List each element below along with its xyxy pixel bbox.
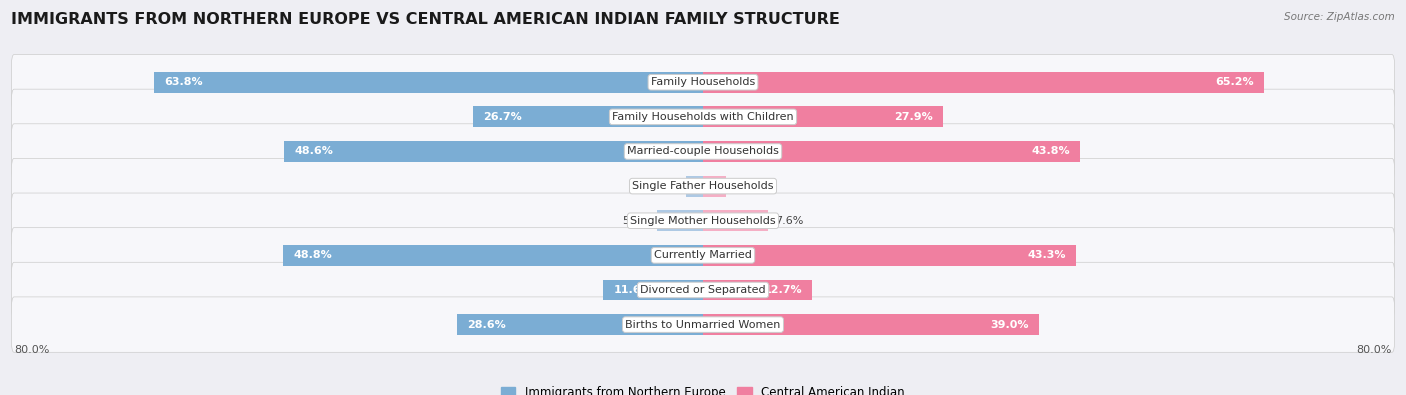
Text: 2.7%: 2.7% — [733, 181, 762, 191]
Bar — [703, 314, 1039, 335]
Bar — [153, 72, 703, 93]
FancyBboxPatch shape — [11, 193, 1395, 248]
FancyBboxPatch shape — [11, 228, 1395, 283]
Bar — [658, 211, 703, 231]
Text: 80.0%: 80.0% — [14, 345, 49, 356]
Text: Divorced or Separated: Divorced or Separated — [640, 285, 766, 295]
Bar — [283, 245, 703, 266]
Text: Single Father Households: Single Father Households — [633, 181, 773, 191]
Text: 12.7%: 12.7% — [763, 285, 801, 295]
Text: 48.6%: 48.6% — [295, 147, 333, 156]
Bar — [686, 176, 703, 196]
Bar — [703, 176, 727, 196]
FancyBboxPatch shape — [11, 89, 1395, 145]
Text: 28.6%: 28.6% — [467, 320, 506, 329]
Bar — [703, 211, 769, 231]
Text: IMMIGRANTS FROM NORTHERN EUROPE VS CENTRAL AMERICAN INDIAN FAMILY STRUCTURE: IMMIGRANTS FROM NORTHERN EUROPE VS CENTR… — [11, 12, 841, 27]
FancyBboxPatch shape — [11, 297, 1395, 352]
Bar — [703, 72, 1264, 93]
Bar — [472, 107, 703, 127]
Text: 63.8%: 63.8% — [165, 77, 202, 87]
Text: 26.7%: 26.7% — [484, 112, 522, 122]
Text: 7.6%: 7.6% — [775, 216, 804, 226]
Bar — [703, 280, 813, 300]
Text: Source: ZipAtlas.com: Source: ZipAtlas.com — [1284, 12, 1395, 22]
Bar — [284, 141, 703, 162]
Text: Births to Unmarried Women: Births to Unmarried Women — [626, 320, 780, 329]
FancyBboxPatch shape — [11, 262, 1395, 318]
Text: Married-couple Households: Married-couple Households — [627, 147, 779, 156]
Bar — [457, 314, 703, 335]
Text: Family Households with Children: Family Households with Children — [612, 112, 794, 122]
Legend: Immigrants from Northern Europe, Central American Indian: Immigrants from Northern Europe, Central… — [502, 386, 904, 395]
Bar — [703, 141, 1080, 162]
Text: Family Households: Family Households — [651, 77, 755, 87]
Bar — [603, 280, 703, 300]
Text: 65.2%: 65.2% — [1216, 77, 1254, 87]
FancyBboxPatch shape — [11, 124, 1395, 179]
Bar — [703, 107, 943, 127]
FancyBboxPatch shape — [11, 158, 1395, 214]
Text: 39.0%: 39.0% — [990, 320, 1029, 329]
Text: 5.3%: 5.3% — [623, 216, 651, 226]
Text: 27.9%: 27.9% — [894, 112, 934, 122]
Text: Single Mother Households: Single Mother Households — [630, 216, 776, 226]
Text: 11.6%: 11.6% — [613, 285, 652, 295]
Text: 43.8%: 43.8% — [1031, 147, 1070, 156]
Text: 43.3%: 43.3% — [1026, 250, 1066, 260]
Text: 80.0%: 80.0% — [1357, 345, 1392, 356]
Bar — [703, 245, 1076, 266]
FancyBboxPatch shape — [11, 55, 1395, 110]
Text: Currently Married: Currently Married — [654, 250, 752, 260]
Text: 2.0%: 2.0% — [651, 181, 679, 191]
Text: 48.8%: 48.8% — [292, 250, 332, 260]
